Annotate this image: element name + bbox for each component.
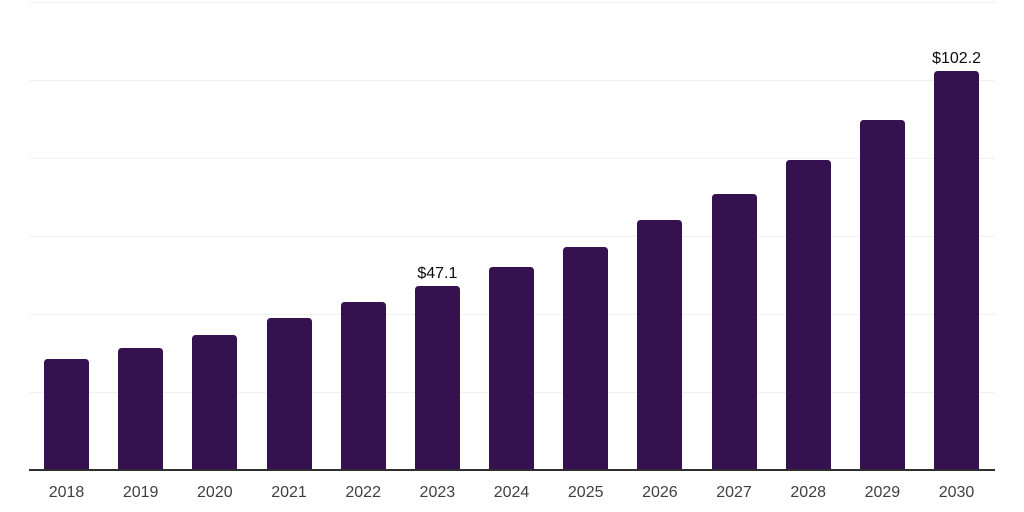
x-tick-2026: 2026 (642, 484, 678, 501)
x-tick-2030: 2030 (938, 484, 975, 501)
bar-2019 (118, 348, 164, 470)
x-tick-2022: 2022 (345, 484, 381, 501)
gridline-80 (30, 158, 995, 159)
gridline-120 (30, 2, 995, 3)
x-tick-2018: 2018 (48, 484, 85, 501)
gridline-60 (30, 236, 995, 237)
bar-2024 (489, 267, 535, 470)
x-tick-2027: 2027 (716, 484, 752, 501)
x-axis-line (29, 469, 995, 471)
gridline-100 (30, 80, 995, 81)
bar-2027 (711, 193, 757, 470)
bar-2022 (340, 301, 386, 470)
value-label-2030: $102.2 (932, 50, 981, 68)
bar-2030 (934, 71, 980, 470)
bar-2026 (637, 220, 683, 470)
bar-2025 (563, 247, 609, 470)
x-tick-2020: 2020 (197, 484, 233, 501)
x-tick-2023: 2023 (419, 484, 456, 501)
value-label-2023: $47.1 (417, 265, 458, 283)
x-tick-2028: 2028 (790, 484, 826, 501)
x-tick-2019: 2019 (122, 484, 159, 501)
x-tick-2024: 2024 (493, 484, 530, 501)
bar-2020 (192, 335, 238, 470)
bar-2018 (44, 358, 89, 470)
x-tick-2021: 2021 (271, 484, 307, 501)
x-tick-2025: 2025 (567, 484, 604, 501)
bar-2029 (859, 119, 905, 470)
bar-2023 (414, 286, 460, 470)
bar-2028 (785, 160, 831, 470)
bar-2021 (266, 318, 312, 470)
x-tick-2029: 2029 (864, 484, 901, 501)
